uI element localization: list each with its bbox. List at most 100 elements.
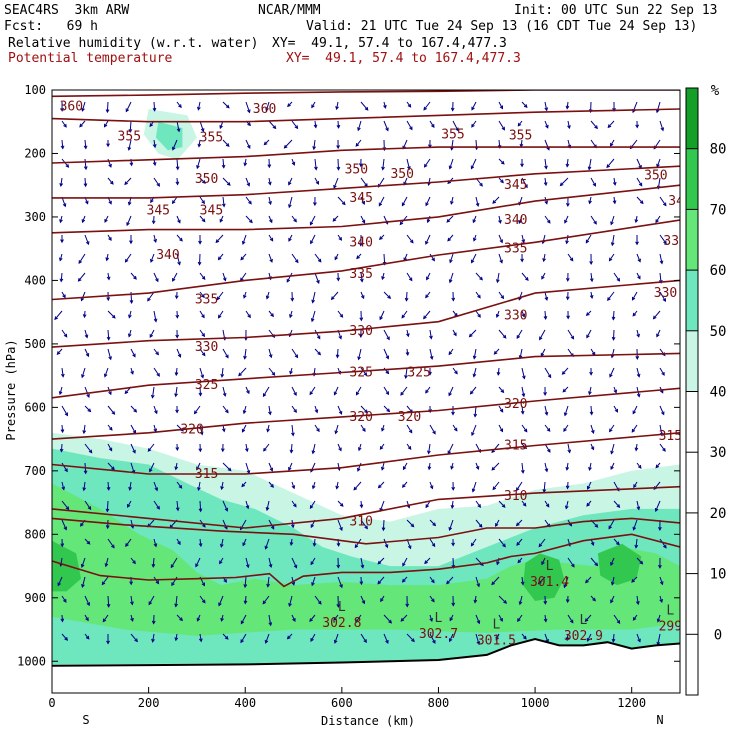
wind-vector [380, 462, 385, 471]
wind-vector [565, 462, 570, 471]
wind-vector [447, 443, 454, 455]
wind-vector [124, 177, 132, 186]
wind-vector [84, 614, 89, 622]
wind-vector [291, 348, 299, 359]
wind-vector [543, 595, 548, 605]
theta-contour-label: 335 [663, 234, 686, 249]
wind-vector [567, 614, 574, 624]
wind-vector [335, 481, 340, 490]
wind-vector [425, 500, 431, 509]
wind-vector [174, 386, 178, 398]
low-label-value: 299 [659, 619, 682, 634]
wind-vector [107, 177, 114, 185]
wind-vector [335, 101, 339, 111]
x-tick-label: 200 [138, 696, 160, 710]
wind-vector [469, 386, 477, 395]
theta-contour [52, 108, 680, 123]
theta-contour-label: 330 [504, 308, 527, 323]
wind-vector [314, 272, 320, 284]
x-tick-label: 1200 [617, 696, 646, 710]
wind-vector [610, 234, 615, 247]
wind-vector [543, 177, 548, 187]
wind-vector [130, 367, 134, 375]
wind-vector [611, 329, 616, 341]
theta-contour-label: 310 [504, 489, 527, 504]
wind-vector [610, 139, 615, 147]
wind-vector [586, 481, 592, 490]
wind-vector [291, 120, 299, 130]
wind-vector [265, 291, 270, 300]
wind-vector [151, 633, 155, 643]
wind-vector [612, 177, 617, 186]
wind-vector [268, 405, 272, 416]
colorbar-tick-label: 60 [710, 263, 727, 279]
wind-vector [498, 234, 503, 244]
wind-vector [175, 158, 180, 171]
wind-vector [176, 538, 181, 546]
wind-vector [268, 310, 274, 318]
wind-vector [153, 481, 159, 492]
theta-contour-layer: 360 360 355 355 355 355 350 350 350 350 345 345 345 3… [52, 90, 686, 588]
wind-vector [82, 310, 87, 319]
wind-vector [495, 310, 500, 319]
y-tick-label: 100 [24, 83, 46, 97]
wind-vector [585, 576, 592, 584]
wind-vector [84, 595, 90, 607]
wind-vector [357, 443, 362, 452]
wind-vector [404, 367, 408, 380]
wind-vector [537, 576, 546, 585]
wind-vector [359, 500, 364, 509]
wind-vector [128, 310, 132, 319]
wind-vector [426, 272, 431, 281]
wind-vector [612, 101, 616, 112]
wind-vector [286, 633, 293, 640]
wind-vector [475, 272, 483, 281]
wind-vector [543, 614, 548, 623]
wind-vector [610, 348, 615, 359]
wind-vector [359, 310, 364, 322]
wind-vector [107, 424, 113, 431]
wind-vector [491, 576, 500, 586]
wind-vector [105, 253, 110, 262]
wind-vector [360, 519, 368, 530]
wind-vector [125, 101, 132, 113]
wind-vector [215, 234, 224, 244]
wind-vector [473, 595, 478, 604]
wind-vector [538, 538, 546, 548]
wind-vector [636, 500, 641, 511]
wind-vector [106, 139, 110, 148]
wind-vector [58, 253, 63, 262]
wind-vector [238, 367, 247, 377]
x-tick-label: 1000 [521, 696, 550, 710]
wind-vector [659, 367, 665, 376]
wind-vector [61, 500, 70, 511]
wind-vector [543, 310, 548, 321]
wind-vector [656, 329, 661, 338]
colorbar-bin [686, 330, 698, 392]
wind-vector [470, 538, 477, 547]
wind-vector [240, 633, 247, 644]
wind-vector [84, 234, 90, 246]
wind-vector [197, 139, 202, 148]
wind-vector [659, 234, 667, 245]
theta-contour-label: 330 [195, 340, 218, 355]
wind-vector [104, 215, 109, 223]
wind-vector [451, 291, 456, 302]
wind-vector [471, 253, 477, 264]
wind-vector [337, 234, 343, 241]
wind-vector [314, 405, 319, 414]
wind-vector [498, 177, 504, 184]
wind-vector [589, 272, 594, 283]
wind-vector [521, 234, 526, 244]
wind-vector [381, 272, 385, 281]
wind-vector [57, 576, 63, 587]
wind-vector [566, 310, 570, 320]
wind-vector [406, 519, 415, 528]
y-tick-label: 800 [24, 527, 46, 541]
wind-vector [563, 405, 569, 417]
wind-vector [515, 481, 523, 492]
wind-vector [82, 481, 87, 492]
colorbar-tick-label: 40 [710, 385, 727, 401]
wind-vector [565, 196, 570, 207]
wind-vector [127, 139, 132, 151]
